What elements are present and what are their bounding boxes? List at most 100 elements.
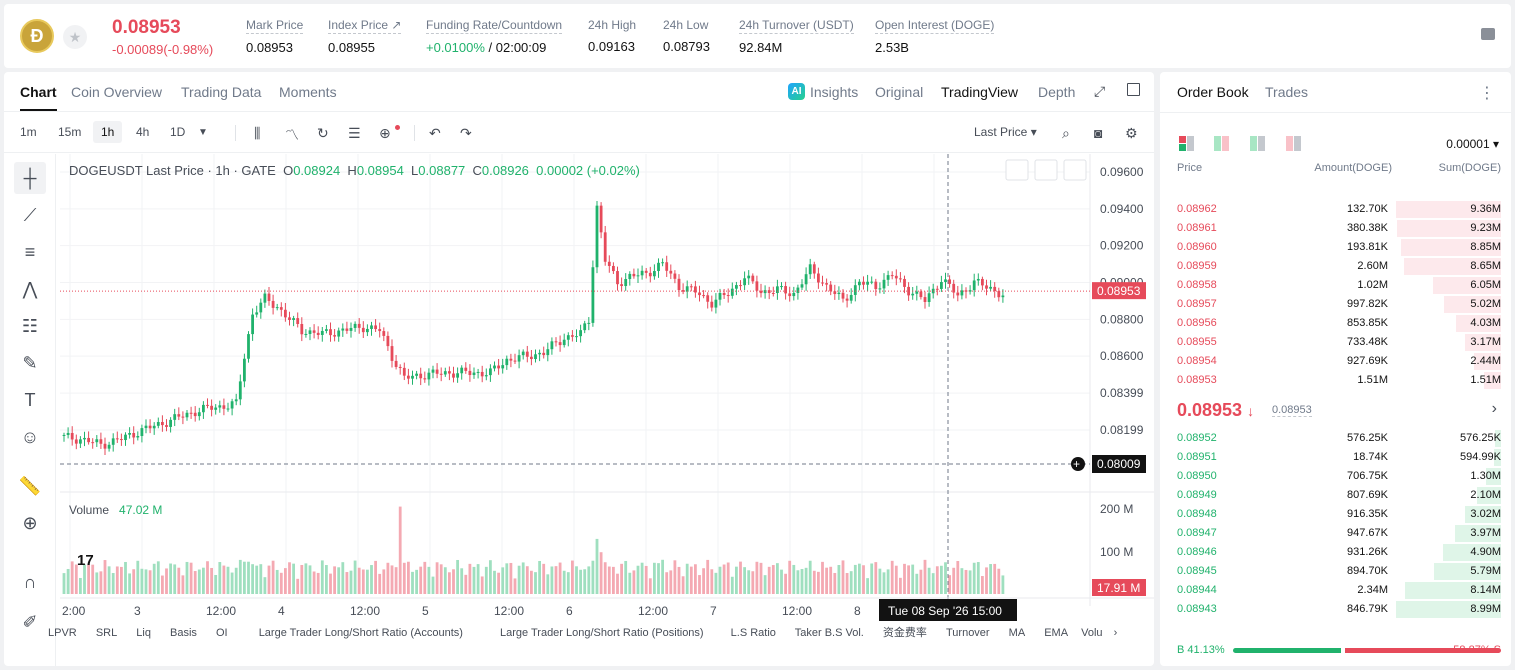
ask-row[interactable]: 0.08962 132.70K 9.36M [1160, 200, 1511, 219]
trendline-icon[interactable]: ⟋ [23, 204, 37, 225]
ask-row[interactable]: 0.08956 853.85K 4.03M [1160, 314, 1511, 333]
brush-icon[interactable]: ✎ [22, 352, 38, 373]
undo-icon[interactable]: ↶ [429, 125, 441, 141]
stat-mark-price[interactable]: Mark Price 0.08953 [246, 18, 304, 55]
layout-both-alt-icon[interactable] [1214, 136, 1229, 151]
row-amount: 132.70K [1347, 203, 1388, 215]
price-source-select[interactable]: Last Price ▾ [974, 125, 1037, 139]
chevron-right-icon[interactable]: › [1113, 627, 1118, 639]
tab-moments[interactable]: Moments [279, 84, 337, 100]
candle-type-icon[interactable]: ⫼ [254, 125, 261, 141]
candle-body [296, 318, 300, 325]
bid-row[interactable]: 0.08947 947.67K 3.97M [1160, 524, 1511, 543]
indicator-lpvr[interactable]: LPVR [48, 627, 77, 639]
bid-row[interactable]: 0.08946 931.26K 4.90M [1160, 543, 1511, 562]
ask-row[interactable]: 0.08958 1.02M 6.05M [1160, 276, 1511, 295]
bid-row[interactable]: 0.08944 2.34M 8.14M [1160, 581, 1511, 600]
view-original[interactable]: Original [875, 84, 924, 100]
ask-row[interactable]: 0.08957 997.82K 5.02M [1160, 295, 1511, 314]
template-icon[interactable]: ☰ [348, 125, 361, 141]
candle-body [575, 336, 578, 338]
zoom-in-icon[interactable]: ⊕ [22, 512, 38, 533]
tab-trading-data[interactable]: Trading Data [181, 84, 262, 100]
bid-row[interactable]: 0.08951 18.74K 594.99K [1160, 448, 1511, 467]
tab-trades[interactable]: Trades [1265, 84, 1309, 100]
crosshair-icon[interactable]: ┼ [14, 162, 46, 194]
add-indicator-icon[interactable]: ⊕ [379, 125, 391, 141]
bid-row[interactable]: 0.08950 706.75K 1.30M [1160, 467, 1511, 486]
stat-value: 92.84M [739, 40, 783, 55]
stat-24h-turnover[interactable]: 24h Turnover (USDT) 92.84M [739, 18, 854, 55]
ask-row[interactable]: 0.08960 193.81K 8.85M [1160, 238, 1511, 257]
indicator-liq[interactable]: Liq [136, 627, 151, 639]
timeframe-1d[interactable]: 1D [170, 125, 186, 139]
bid-row[interactable]: 0.08945 894.70K 5.79M [1160, 562, 1511, 581]
ruler-icon[interactable]: 📏 [18, 475, 42, 496]
stat-funding-rate[interactable]: Funding Rate/Countdown +0.0100% / 02:00:… [426, 18, 563, 55]
indicator-volume[interactable]: Volu [1081, 627, 1103, 639]
layout-both-icon[interactable] [1179, 136, 1194, 151]
timeframe-1h[interactable]: 1h [93, 121, 123, 143]
tab-coin-overview[interactable]: Coin Overview [71, 84, 163, 100]
tab-order-book[interactable]: Order Book [1177, 84, 1249, 100]
more-icon[interactable]: ⋮ [1479, 85, 1495, 102]
stat-index-price[interactable]: Index Price ↗ 0.08955 [328, 18, 402, 55]
text-icon[interactable]: T [24, 389, 36, 410]
timeframe-1m[interactable]: 1m [20, 125, 37, 139]
magnet-icon[interactable]: ∩ [23, 571, 37, 592]
indicator-oi[interactable]: OI [216, 627, 228, 639]
pattern-icon[interactable]: ⋀ [22, 278, 38, 299]
indicator-icon[interactable]: 〽 [285, 127, 299, 143]
chevron-down-icon[interactable]: ▼ [198, 127, 208, 138]
row-price: 0.08946 [1177, 546, 1217, 558]
indicator-taker-bs-vol[interactable]: Taker B.S Vol. [794, 627, 864, 639]
timeframe-15m[interactable]: 15m [58, 125, 82, 139]
ask-row[interactable]: 0.08959 2.60M 8.65M [1160, 257, 1511, 276]
gear-icon[interactable]: ⚙ [1125, 125, 1138, 141]
refresh-icon[interactable]: ↻ [317, 125, 329, 141]
chart-area[interactable]: 0.096000.094000.092000.090000.088000.086… [60, 154, 1154, 666]
bid-row[interactable]: 0.08943 846.79K 8.99M [1160, 600, 1511, 619]
mid-mark-price[interactable]: 0.08953 [1272, 404, 1312, 417]
chevron-right-icon[interactable]: › [1491, 400, 1497, 417]
indicator-turnover[interactable]: Turnover [945, 627, 990, 639]
book-icon[interactable] [1481, 28, 1495, 40]
camera-icon[interactable]: ◙ [1094, 125, 1103, 141]
bid-row[interactable]: 0.08952 576.25K 576.25K [1160, 429, 1511, 448]
expand-icon[interactable]: ⤢ [1094, 83, 1106, 99]
indicator-large-trader-positions[interactable]: Large Trader Long/Short Ratio (Positions… [499, 627, 704, 639]
precision-select[interactable]: 0.00001 ▾ [1446, 137, 1499, 151]
indicator-ema[interactable]: EMA [1044, 627, 1069, 639]
layout-bids-icon[interactable] [1250, 136, 1265, 151]
layout-asks-icon[interactable] [1286, 136, 1301, 151]
timeframe-4h[interactable]: 4h [136, 125, 150, 139]
window-icon[interactable] [1127, 83, 1140, 96]
indicator-ma[interactable]: MA [1008, 627, 1026, 639]
emoji-icon[interactable]: ☺ [20, 426, 40, 447]
indicator-ls-ratio[interactable]: L.S Ratio [730, 627, 776, 639]
indicator-funding-rate[interactable]: 资金费率 [882, 627, 927, 639]
stat-open-interest[interactable]: Open Interest (DOGE) 2.53B [875, 18, 995, 55]
ask-row[interactable]: 0.08961 380.38K 9.23M [1160, 219, 1511, 238]
indicator-srl[interactable]: SRL [95, 627, 118, 639]
lock-icon[interactable]: ✐ [22, 611, 38, 632]
indicator-large-trader-accounts[interactable]: Large Trader Long/Short Ratio (Accounts) [258, 627, 463, 639]
favorite-star-icon[interactable]: ★ [63, 25, 87, 49]
fib-icon[interactable]: ☷ [21, 315, 39, 336]
candlestick-chart[interactable]: 0.096000.094000.092000.090000.088000.086… [60, 154, 1154, 666]
horizontal-lines-icon[interactable]: ≡ [24, 241, 36, 262]
mid-price[interactable]: 0.08953 ↓ [1177, 400, 1254, 421]
ask-row[interactable]: 0.08953 1.51M 1.51M [1160, 371, 1511, 390]
view-depth[interactable]: Depth [1038, 84, 1076, 100]
ask-row[interactable]: 0.08954 927.69K 2.44M [1160, 352, 1511, 371]
candle-body [472, 372, 476, 376]
indicator-basis[interactable]: Basis [170, 627, 197, 639]
bid-row[interactable]: 0.08949 807.69K 2.10M [1160, 486, 1511, 505]
view-tradingview[interactable]: TradingView [941, 84, 1019, 100]
bid-row[interactable]: 0.08948 916.35K 3.02M [1160, 505, 1511, 524]
view-insights[interactable]: Insights [810, 84, 859, 100]
search-icon[interactable]: ⌕ [1062, 125, 1070, 141]
redo-icon[interactable]: ↷ [460, 125, 472, 141]
tab-chart[interactable]: Chart [20, 84, 57, 111]
ask-row[interactable]: 0.08955 733.48K 3.17M [1160, 333, 1511, 352]
